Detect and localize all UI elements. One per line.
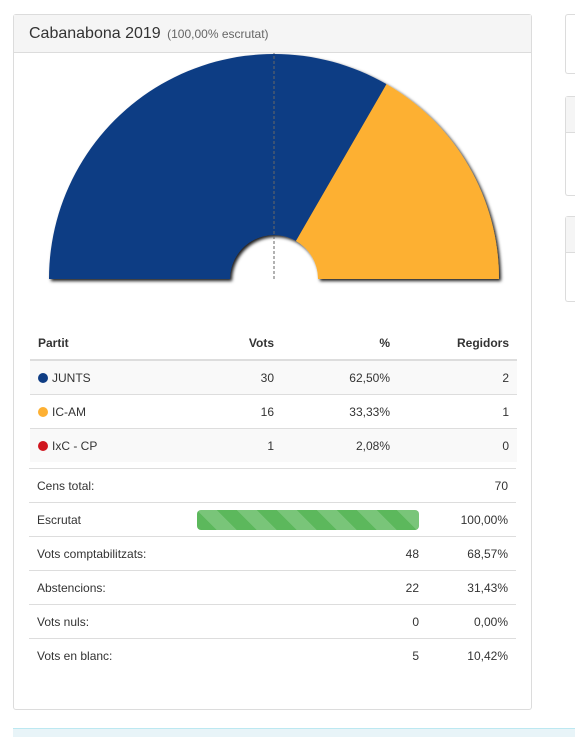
- pct-cell: 33,33%: [282, 394, 398, 429]
- seats-chart-svg: [49, 53, 499, 279]
- census-value: 70: [427, 468, 516, 503]
- header-votes: Vots: [166, 326, 282, 361]
- counted-progress-bar: [197, 509, 419, 530]
- party-cell: JUNTS: [30, 359, 166, 395]
- party-cell: IC-AM: [30, 394, 166, 429]
- counted-progress-fill: [197, 509, 419, 530]
- census-label: Cens total:: [29, 468, 189, 503]
- table-row: JUNTS 30 62,50% 2: [30, 359, 517, 395]
- side-panel-2: [565, 96, 575, 196]
- counted-votes-pct: 68,57%: [427, 536, 516, 571]
- seats-cell: 1: [398, 394, 517, 429]
- pct-cell: 62,50%: [282, 359, 398, 395]
- side-panel-2-heading: [566, 97, 575, 133]
- summary-row-counted: Escrutat 100,00%: [29, 502, 516, 537]
- results-table: Partit Vots % Regidors JUNTS 30 62,50% 2…: [30, 326, 517, 462]
- header-pct: %: [282, 326, 398, 361]
- summary-row-counted-votes: Vots comptabilitzats: 48 68,57%: [29, 536, 516, 571]
- party-color-dot: [38, 406, 48, 417]
- summary-table: Cens total: 70 Escrutat 100,00% Vots com…: [29, 468, 516, 672]
- panel-title: Cabanabona 2019: [29, 25, 161, 42]
- seat-slice-junts: [49, 54, 387, 279]
- party-name: JUNTS: [52, 370, 91, 385]
- party-cell: IxC - CP: [30, 428, 166, 462]
- panel-heading: Cabanabona 2019 (100,00% escrutat): [14, 15, 531, 53]
- header-seats: Regidors: [398, 326, 517, 361]
- next-panel-edge: [13, 728, 575, 737]
- party-name: IxC - CP: [52, 438, 98, 453]
- null-label: Vots nuls:: [29, 604, 189, 639]
- seats-cell: 0: [398, 428, 517, 462]
- abstentions-label: Abstencions:: [29, 570, 189, 605]
- abstentions-value: 22: [189, 570, 427, 605]
- summary-row-null: Vots nuls: 0 0,00%: [29, 604, 516, 639]
- summary-row-blank: Vots en blanc: 5 10,42%: [29, 638, 516, 672]
- side-panel-3: [565, 216, 575, 302]
- results-header-row: Partit Vots % Regidors: [30, 326, 517, 361]
- counted-progress-cell: [189, 502, 427, 537]
- summary-row-census: Cens total: 70: [29, 468, 516, 503]
- blank-value: 5: [189, 638, 427, 672]
- empty-cell: [189, 468, 427, 503]
- summary-row-abstentions: Abstencions: 22 31,43%: [29, 570, 516, 605]
- votes-cell: 1: [166, 428, 282, 462]
- blank-pct: 10,42%: [427, 638, 516, 672]
- panel-subtitle: (100,00% escrutat): [167, 27, 269, 41]
- seats-chart: [14, 53, 533, 323]
- counted-votes-label: Vots comptabilitzats:: [29, 536, 189, 571]
- table-row: IxC - CP 1 2,08% 0: [30, 428, 517, 462]
- party-color-dot: [38, 440, 48, 451]
- side-panel-3-heading: [566, 217, 575, 253]
- seat-slice-ic-am: [296, 84, 499, 279]
- null-pct: 0,00%: [427, 604, 516, 639]
- votes-cell: 16: [166, 394, 282, 429]
- abstentions-pct: 31,43%: [427, 570, 516, 605]
- counted-label: Escrutat: [29, 502, 189, 537]
- table-row: IC-AM 16 33,33% 1: [30, 394, 517, 429]
- party-name: IC-AM: [52, 404, 86, 419]
- counted-votes-value: 48: [189, 536, 427, 571]
- pct-cell: 2,08%: [282, 428, 398, 462]
- blank-label: Vots en blanc:: [29, 638, 189, 672]
- side-panel-1: [565, 14, 575, 74]
- party-color-dot: [38, 372, 48, 383]
- header-party: Partit: [30, 326, 166, 361]
- seats-cell: 2: [398, 359, 517, 395]
- null-value: 0: [189, 604, 427, 639]
- results-panel: Cabanabona 2019 (100,00% escrutat) Parti…: [13, 14, 532, 710]
- counted-value: 100,00%: [427, 502, 516, 537]
- votes-cell: 30: [166, 359, 282, 395]
